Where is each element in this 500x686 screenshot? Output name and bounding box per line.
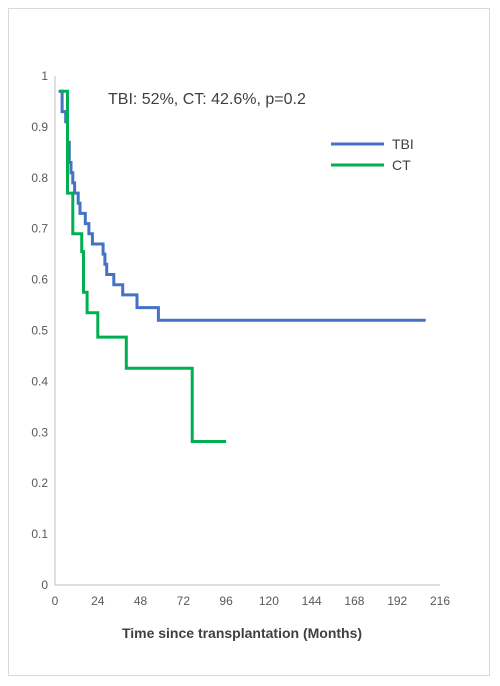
- x-tick-label: 216: [430, 594, 450, 608]
- series-line-tbi: [58, 89, 426, 322]
- y-tick-labels: 0 0.1 0.2 0.3 0.4 0.5 0.6 0.7 0.8 0.9 1: [31, 69, 48, 592]
- y-tick-label: 0.4: [31, 374, 48, 388]
- axes: [54, 76, 440, 586]
- statistics-annotation: TBI: 52%, CT: 42.6%, p=0.2: [108, 91, 306, 108]
- x-tick-label: 72: [177, 594, 191, 608]
- x-axis-title: Time since transplantation (Months): [122, 625, 362, 641]
- series-lines: [58, 89, 426, 443]
- y-tick-label: 0.5: [31, 324, 48, 338]
- legend-label-tbi: TBI: [392, 136, 414, 152]
- x-tick-label: 168: [344, 594, 364, 608]
- legend: TBI CT: [331, 136, 414, 173]
- y-tick-label: 0.9: [31, 120, 48, 134]
- series-line-ct: [60, 89, 227, 443]
- x-tick-label: 144: [302, 594, 322, 608]
- chart-frame: [8, 8, 490, 676]
- y-tick-label: 0: [41, 578, 48, 592]
- y-tick-label: 0.3: [31, 425, 48, 439]
- x-tick-label: 24: [91, 594, 105, 608]
- y-tick-label: 0.7: [31, 222, 48, 236]
- y-tick-label: 0.8: [31, 171, 48, 185]
- x-tick-label: 96: [219, 594, 233, 608]
- x-tick-label: 120: [259, 594, 279, 608]
- y-tick-label: 0.1: [31, 527, 48, 541]
- x-tick-label: 0: [52, 594, 59, 608]
- y-tick-label: 0.2: [31, 476, 48, 490]
- x-tick-label: 192: [387, 594, 407, 608]
- legend-label-ct: CT: [392, 157, 411, 173]
- y-tick-label: 0.6: [31, 273, 48, 287]
- y-tick-label: 1: [41, 69, 48, 83]
- x-tick-labels: 0 24 48 72 96 120 144 168 192 216: [52, 594, 451, 608]
- x-tick-label: 48: [134, 594, 148, 608]
